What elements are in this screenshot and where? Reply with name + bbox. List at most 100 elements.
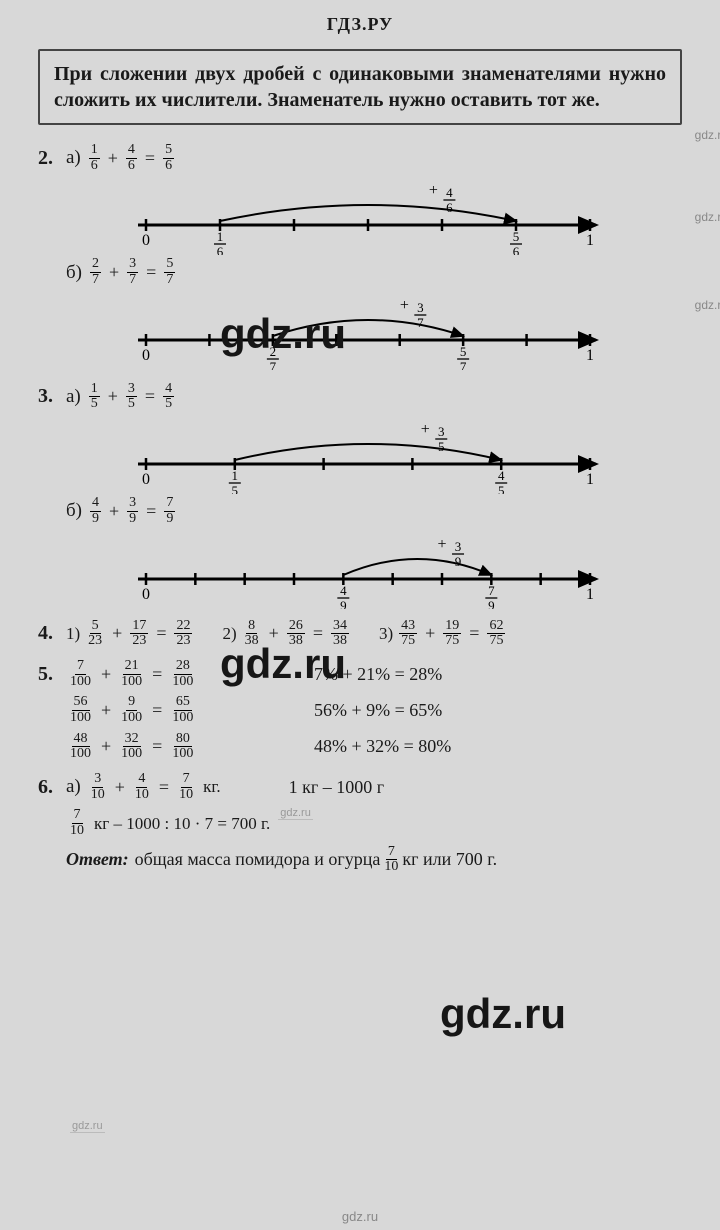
svg-text:1: 1 (586, 232, 594, 249)
fraction: 56100 (68, 695, 93, 725)
denominator: 6 (163, 159, 174, 174)
fraction: 39 (127, 496, 138, 526)
fraction: 4375 (399, 619, 417, 649)
numerator: 4 (126, 143, 137, 159)
svg-text:7: 7 (270, 359, 277, 370)
numerator: 7 (386, 845, 397, 861)
denominator: 6 (126, 159, 137, 174)
numerator: 48 (72, 732, 90, 748)
fraction: 57 (164, 257, 175, 287)
svg-text:1: 1 (217, 229, 224, 244)
numberline-wrap: 012757+37 (128, 292, 628, 372)
fraction: 523 (86, 619, 104, 649)
denominator: 10 (68, 824, 86, 839)
numerator: 32 (123, 732, 141, 748)
svg-text:7: 7 (417, 315, 424, 330)
equation: а)16+46=56 (66, 143, 176, 173)
fraction: 710 (177, 772, 195, 802)
denominator: 5 (126, 397, 137, 412)
numberline-wrap: 011656+46 (128, 177, 628, 257)
numerator: 34 (331, 619, 349, 635)
denominator: 75 (399, 634, 417, 649)
fraction: 6275 (487, 619, 505, 649)
numerator: 5 (164, 257, 175, 273)
svg-text:5: 5 (438, 439, 445, 454)
denominator: 23 (86, 634, 104, 649)
svg-text:1: 1 (586, 347, 594, 364)
numerator: 56 (72, 695, 90, 711)
numerator: 3 (92, 772, 103, 788)
svg-text:4: 4 (340, 583, 347, 598)
svg-text:1: 1 (232, 468, 239, 483)
footer-watermark: gdz.ru (0, 1209, 720, 1224)
svg-text:6: 6 (217, 244, 224, 255)
svg-text:5: 5 (513, 229, 520, 244)
equation: а)15+35=45 (66, 382, 176, 412)
fraction: 1723 (130, 619, 148, 649)
denominator: 100 (119, 711, 144, 726)
number-line: 014979+39 (128, 531, 608, 609)
percent-eq: 48% + 32% = 80% (314, 736, 451, 757)
svg-text:0: 0 (142, 347, 150, 364)
denominator: 38 (287, 634, 305, 649)
equation: 7100+21100=28100 (66, 659, 266, 689)
fraction: 21100 (119, 659, 144, 689)
equation: 1)523+1723=2223 (66, 619, 194, 649)
svg-text:7: 7 (460, 359, 467, 370)
watermark-small: gdz.ru (70, 1120, 105, 1133)
equation: 56100+9100=65100 (66, 695, 266, 725)
denominator: 5 (89, 397, 100, 412)
svg-text:7: 7 (488, 583, 495, 598)
problem-number: 3. (38, 385, 66, 408)
numerator: 3 (126, 382, 137, 398)
fraction: 80100 (170, 732, 195, 762)
fraction: 45 (163, 382, 174, 412)
denominator: 38 (331, 634, 349, 649)
problem-number: 2. (38, 147, 66, 170)
numerator: 80 (174, 732, 192, 748)
denominator: 9 (127, 512, 138, 527)
svg-text:+: + (421, 421, 430, 438)
denominator: 6 (89, 159, 100, 174)
svg-text:3: 3 (455, 539, 462, 554)
denominator: 7 (90, 273, 101, 288)
number-line: 011545+35 (128, 416, 608, 494)
numerator: 7 (181, 772, 192, 788)
numberline-wrap: 011545+35 (128, 416, 628, 496)
equation: а)310+410=710кг. (66, 772, 221, 802)
problem-number: 5. (38, 663, 66, 686)
numerator: 26 (287, 619, 305, 635)
sub-label: б) (66, 500, 82, 522)
numerator: 7 (75, 659, 86, 675)
numerator: 43 (399, 619, 417, 635)
fraction: 3438 (331, 619, 349, 649)
equation: 3)4375+1975=6275 (379, 619, 507, 649)
numerator: 22 (174, 619, 192, 635)
calc: кг – 1000 : 10 · 7 = 700 г. (94, 814, 270, 834)
percent-eq: 56% + 9% = 65% (314, 700, 442, 721)
denominator: 100 (68, 675, 93, 690)
svg-text:0: 0 (142, 586, 150, 603)
numerator: 7 (164, 496, 175, 512)
equation: 48100+32100=80100 (66, 732, 266, 762)
svg-text:0: 0 (142, 232, 150, 249)
fraction: 49 (90, 496, 101, 526)
denominator: 75 (487, 634, 505, 649)
numerator: 62 (487, 619, 505, 635)
denominator: 9 (164, 512, 175, 527)
fraction: 79 (164, 496, 175, 526)
denominator: 100 (119, 675, 144, 690)
fraction: 48100 (68, 732, 93, 762)
answer-label: Ответ: (66, 849, 129, 870)
problem-4: 4.1)523+1723=22232)838+2638=34383)4375+1… (38, 619, 682, 649)
fraction: 28100 (170, 659, 195, 689)
denominator: 5 (163, 397, 174, 412)
denominator: 7 (127, 273, 138, 288)
problem-5: 5.7100+21100=281007% + 21% = 28%56100+91… (38, 659, 682, 762)
svg-text:+: + (438, 536, 447, 553)
fraction: 710 (382, 845, 400, 875)
numerator: 4 (90, 496, 101, 512)
svg-text:5: 5 (498, 483, 505, 494)
numerator: 4 (136, 772, 147, 788)
numerator: 5 (163, 143, 174, 159)
